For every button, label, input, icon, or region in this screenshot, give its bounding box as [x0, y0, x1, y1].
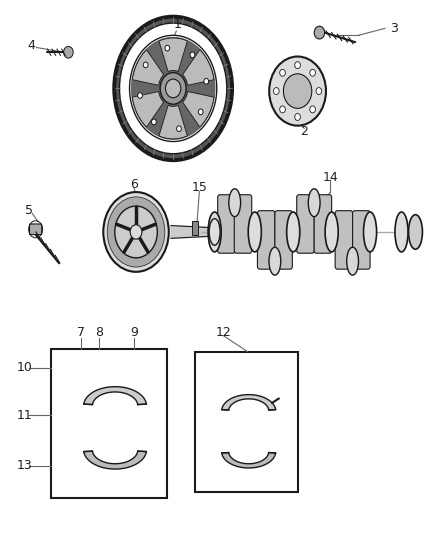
- Circle shape: [316, 87, 322, 94]
- Circle shape: [152, 119, 156, 125]
- Circle shape: [160, 72, 186, 104]
- Text: 9: 9: [130, 326, 138, 340]
- Circle shape: [177, 126, 181, 132]
- Polygon shape: [159, 38, 187, 71]
- Circle shape: [269, 56, 326, 126]
- Text: 14: 14: [322, 171, 338, 184]
- Text: 8: 8: [95, 326, 103, 340]
- Polygon shape: [132, 50, 164, 85]
- Text: 15: 15: [191, 181, 207, 195]
- Circle shape: [280, 106, 286, 113]
- Circle shape: [295, 114, 300, 120]
- Circle shape: [130, 225, 142, 239]
- Circle shape: [273, 87, 279, 94]
- FancyBboxPatch shape: [275, 211, 292, 269]
- Polygon shape: [222, 394, 276, 410]
- Ellipse shape: [229, 189, 240, 216]
- Polygon shape: [183, 92, 214, 127]
- Circle shape: [138, 93, 142, 99]
- Circle shape: [131, 37, 215, 140]
- Circle shape: [310, 106, 315, 113]
- Ellipse shape: [209, 219, 220, 245]
- Circle shape: [310, 69, 315, 76]
- Circle shape: [280, 69, 286, 76]
- Ellipse shape: [347, 247, 358, 275]
- Circle shape: [165, 45, 170, 51]
- Circle shape: [198, 109, 203, 115]
- Text: 5: 5: [25, 204, 33, 217]
- Circle shape: [204, 78, 208, 84]
- Polygon shape: [171, 225, 212, 238]
- Circle shape: [103, 192, 169, 272]
- Ellipse shape: [364, 212, 377, 252]
- FancyBboxPatch shape: [29, 224, 42, 235]
- Text: 12: 12: [215, 326, 231, 340]
- Circle shape: [64, 46, 73, 58]
- Bar: [195, 352, 297, 492]
- Circle shape: [115, 206, 157, 258]
- Text: 6: 6: [130, 177, 138, 191]
- Text: 2: 2: [300, 125, 308, 138]
- Bar: [192, 221, 198, 235]
- Polygon shape: [84, 451, 146, 469]
- FancyBboxPatch shape: [258, 211, 275, 269]
- Ellipse shape: [287, 212, 300, 252]
- Circle shape: [166, 79, 181, 98]
- Circle shape: [143, 62, 148, 68]
- Text: 4: 4: [27, 39, 35, 52]
- FancyBboxPatch shape: [314, 195, 332, 253]
- Text: 10: 10: [17, 361, 33, 374]
- Circle shape: [295, 62, 300, 69]
- Text: 13: 13: [17, 459, 32, 472]
- Polygon shape: [84, 386, 146, 405]
- Circle shape: [107, 197, 165, 267]
- Ellipse shape: [409, 215, 423, 249]
- Ellipse shape: [325, 212, 338, 252]
- Text: 11: 11: [17, 409, 32, 422]
- FancyBboxPatch shape: [297, 195, 314, 253]
- Ellipse shape: [395, 212, 408, 252]
- Ellipse shape: [248, 212, 261, 252]
- Polygon shape: [132, 92, 164, 127]
- Polygon shape: [222, 453, 276, 468]
- Circle shape: [190, 52, 195, 58]
- FancyBboxPatch shape: [335, 211, 353, 269]
- FancyBboxPatch shape: [353, 211, 370, 269]
- Polygon shape: [183, 50, 214, 85]
- Ellipse shape: [308, 189, 320, 216]
- Circle shape: [314, 26, 325, 39]
- Text: 3: 3: [390, 22, 398, 35]
- Ellipse shape: [269, 247, 281, 275]
- Polygon shape: [159, 106, 187, 139]
- Text: 1: 1: [173, 18, 181, 31]
- FancyBboxPatch shape: [218, 195, 235, 253]
- FancyBboxPatch shape: [234, 195, 252, 253]
- Circle shape: [283, 74, 312, 108]
- Bar: [51, 349, 166, 498]
- Ellipse shape: [208, 212, 221, 252]
- Wedge shape: [114, 17, 232, 160]
- Text: 7: 7: [78, 326, 85, 340]
